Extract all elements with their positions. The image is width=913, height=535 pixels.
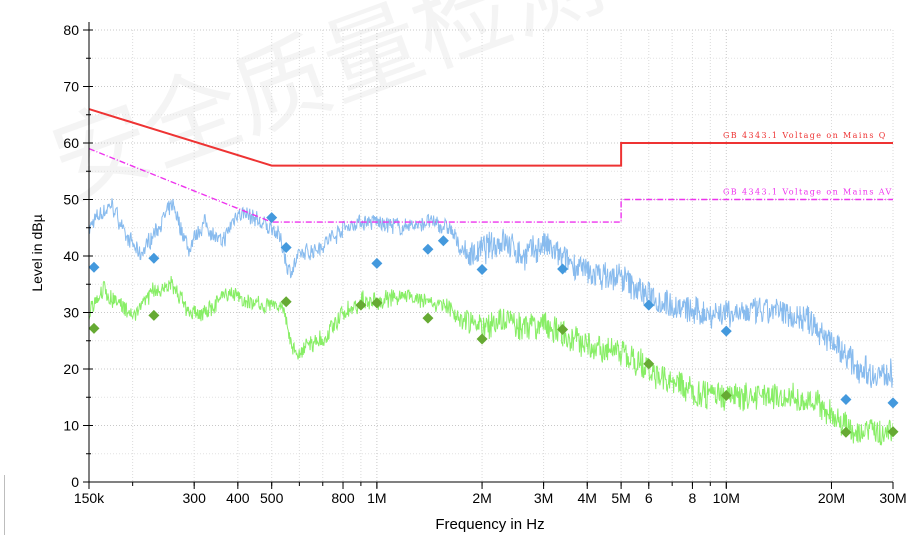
grid: [89, 29, 894, 482]
y-tick-label-50: 50: [63, 192, 79, 208]
marker-2-12: [887, 426, 899, 438]
marker-1-12: [840, 394, 852, 406]
x-tick-label-3M: 3M: [534, 490, 553, 506]
marker-2-1: [88, 322, 100, 334]
x-tick-label-8: 8: [689, 490, 697, 506]
axes: 0 10 20 30 40 50 60 70 80 150k 300 400 500 800 1M 2M 3M 4…: [63, 22, 907, 506]
x-tick-label-500: 500: [260, 490, 284, 506]
left-border: [4, 475, 5, 535]
y-tick-label-70: 70: [63, 79, 79, 95]
x-axis-label: Frequency in Hz: [435, 516, 544, 533]
x-tick-label-300: 300: [183, 490, 207, 506]
marker-1-8: [476, 264, 488, 276]
marker-1-5: [371, 257, 383, 269]
limit-line-label-1: GB 4343.1 Voltage on Mains Q: [723, 131, 887, 140]
marker-1-2: [148, 252, 160, 264]
y-tick-label-30: 30: [63, 305, 79, 321]
x-tick-label-10M: 10M: [713, 490, 740, 506]
marker-1-7: [437, 235, 449, 247]
marker-1-6: [422, 243, 434, 255]
measurement-trace-2: [89, 276, 893, 446]
marker-1-4: [280, 242, 292, 254]
y-tick-label-0: 0: [71, 474, 79, 490]
x-tick-label-150k: 150k: [74, 490, 105, 506]
marker-1-10: [643, 299, 655, 311]
x-tick-label-800: 800: [331, 490, 355, 506]
marker-1-3: [266, 212, 278, 224]
marker-1-1: [88, 261, 100, 273]
marker-2-5: [371, 297, 383, 309]
marker-1-9: [557, 263, 569, 275]
y-tick-label-60: 60: [63, 135, 79, 151]
x-tick-label-400: 400: [226, 490, 250, 506]
limit-lines: GB 4343.1 Voltage on Mains Q GB 4343.1 Vo…: [88, 108, 893, 223]
marker-1-13: [887, 397, 899, 409]
marker-2-4: [355, 299, 367, 311]
measurement-trace-1: [89, 198, 893, 389]
x-tick-label-4M: 4M: [578, 490, 597, 506]
y-tick-label-40: 40: [63, 248, 79, 264]
marker-2-9: [643, 358, 655, 370]
x-tick-label-1M: 1M: [367, 490, 386, 506]
y-tick-label-80: 80: [63, 22, 79, 38]
y-tick-label-10: 10: [63, 418, 79, 434]
marker-2-10: [720, 390, 732, 402]
marker-1-11: [720, 325, 732, 337]
y-axis-label: Level in dBµ: [29, 214, 45, 291]
x-tick-label-2M: 2M: [472, 490, 491, 506]
marker-2-2: [148, 309, 160, 321]
series-layer: [89, 198, 893, 446]
marker-2-3: [280, 296, 292, 308]
y-tick-label-20: 20: [63, 361, 79, 377]
x-tick-label-5M: 5M: [611, 490, 630, 506]
x-tick-label-20M: 20M: [818, 490, 845, 506]
limit-line-1: [88, 108, 893, 167]
limit-line-2: [88, 148, 893, 223]
marker-2-8: [557, 323, 569, 335]
x-tick-label-6: 6: [645, 490, 653, 506]
x-tick-label-30M: 30M: [879, 490, 906, 506]
marker-2-7: [476, 333, 488, 345]
limit-line-label-2: GB 4343.1 Voltage on Mains AV: [723, 188, 893, 197]
marker-2-11: [840, 426, 852, 438]
markers: [88, 212, 899, 438]
marker-2-6: [422, 312, 434, 324]
